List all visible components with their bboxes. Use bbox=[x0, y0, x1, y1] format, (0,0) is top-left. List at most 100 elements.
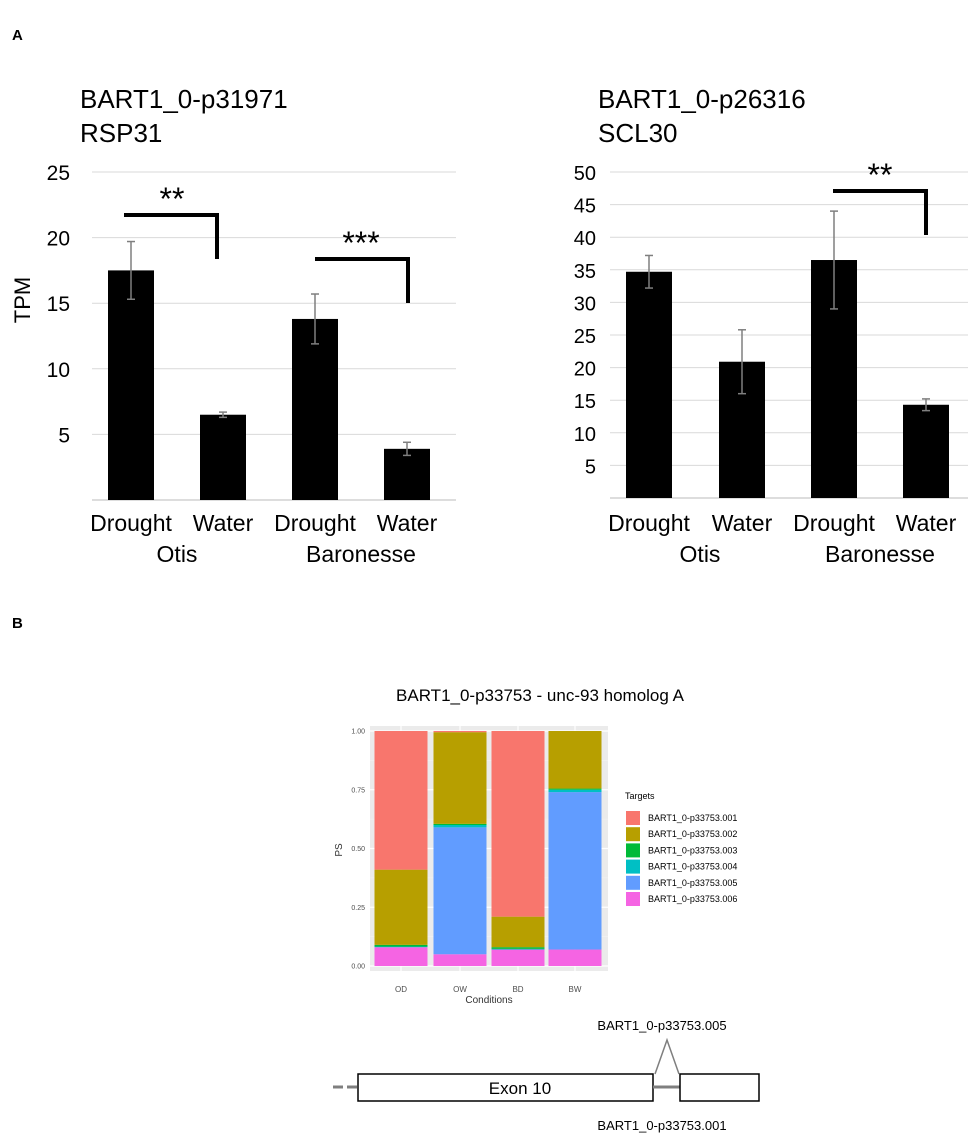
chart2-subtitle: SCL30 bbox=[598, 118, 678, 148]
chart2-title: BART1_0-p26316 bbox=[598, 84, 806, 114]
c3-legend-label: BART1_0-p33753.006 bbox=[648, 894, 737, 904]
c2-y-tick-label: 15 bbox=[574, 391, 596, 413]
c3-stack-segment bbox=[433, 954, 487, 966]
panel-label-a: A bbox=[12, 27, 23, 44]
c3-legend-swatch bbox=[626, 875, 640, 890]
c3-stack-segment bbox=[491, 947, 545, 949]
chart1-significance-label-2: *** bbox=[342, 225, 379, 261]
c3-stack-segment bbox=[433, 825, 487, 828]
c3-legend-swatch bbox=[626, 811, 640, 825]
c3-legend-swatch bbox=[626, 827, 640, 842]
gene-model-splice-junction bbox=[654, 1037, 680, 1075]
gene-model-exon-label: Exon 10 bbox=[489, 1079, 551, 1098]
chart1-significance-bracket-2 bbox=[315, 257, 410, 303]
c3-stack-segment bbox=[374, 731, 428, 870]
c3-legend-label: BART1_0-p33753.001 bbox=[648, 813, 737, 823]
c1-bar bbox=[200, 414, 246, 500]
chart1-ylabel: TPM bbox=[10, 277, 35, 323]
c3-x-category-label: BD bbox=[512, 985, 523, 994]
c1-y-tick-label: 5 bbox=[58, 424, 70, 447]
gene-model-next-exon bbox=[679, 1073, 760, 1102]
gene-model-bottom-label: BART1_0-p33753.001 bbox=[597, 1118, 726, 1133]
c3-legend-swatch bbox=[626, 843, 640, 858]
c2-y-tick-label: 25 bbox=[574, 326, 596, 348]
c1-y-tick-label: 20 bbox=[47, 228, 70, 251]
c2-x-category-label: Drought bbox=[793, 510, 875, 536]
chart2-significance-bracket-1 bbox=[833, 189, 928, 235]
c3-stack-segment bbox=[548, 731, 602, 789]
c1-x-category-label: Water bbox=[377, 510, 438, 536]
c3-stack-segment bbox=[548, 789, 602, 793]
c3-stack-segment bbox=[548, 788, 602, 790]
c2-x-category-label: Drought bbox=[608, 510, 690, 536]
c1-bar bbox=[292, 318, 338, 500]
c2-y-tick-label: 50 bbox=[574, 163, 596, 185]
c1-bar bbox=[108, 270, 154, 500]
chart2-significance-label-1: ** bbox=[868, 157, 893, 193]
c3-stack-segment bbox=[491, 731, 545, 917]
c3-y-tick-label: 0.00 bbox=[351, 964, 365, 971]
c2-x-category-label: Water bbox=[712, 510, 773, 536]
c1-y-tick-label: 15 bbox=[47, 293, 70, 316]
chart2-group-label-2: Baronesse bbox=[825, 541, 935, 567]
c2-y-tick-label: 30 bbox=[574, 293, 596, 315]
gene-model-exon-10 bbox=[357, 1073, 654, 1102]
c3-stack-segment bbox=[433, 731, 487, 733]
chart1-group-label-2: Baronesse bbox=[306, 541, 416, 567]
c2-y-tick-label: 35 bbox=[574, 261, 596, 283]
c3-legend-swatch bbox=[626, 859, 640, 874]
c2-y-tick-label: 20 bbox=[574, 359, 596, 381]
c2-y-tick-label: 5 bbox=[585, 456, 596, 478]
c3-legend-label: BART1_0-p33753.002 bbox=[648, 829, 737, 839]
chart3-ylabel: PS bbox=[334, 843, 345, 857]
c3-x-category-label: OD bbox=[395, 985, 407, 994]
c1-x-category-label: Drought bbox=[90, 510, 172, 536]
c3-stack-segment bbox=[491, 948, 545, 950]
panel-label-b: B bbox=[12, 615, 23, 632]
c3-stack-segment bbox=[374, 869, 428, 945]
chart3-legend-title: Targets bbox=[625, 791, 655, 801]
c2-bar bbox=[903, 404, 949, 498]
c2-y-tick-label: 45 bbox=[574, 196, 596, 218]
gene-model: Exon 10 BART1_0-p33753.005 BART1_0-p3375… bbox=[333, 1018, 760, 1133]
c3-legend-label: BART1_0-p33753.003 bbox=[648, 845, 737, 855]
c3-legend-label: BART1_0-p33753.005 bbox=[648, 878, 737, 888]
chart1-title: BART1_0-p31971 bbox=[80, 84, 288, 114]
chart1-subtitle: RSP31 bbox=[80, 118, 162, 148]
chart-rsp31: BART1_0-p31971 RSP31 TPM 5 10 15 20 25 ** **… bbox=[10, 84, 456, 567]
c3-stack-segment bbox=[433, 732, 487, 824]
c1-x-category-label: Water bbox=[193, 510, 254, 536]
c1-bar bbox=[384, 448, 430, 500]
chart3-xlabel: Conditions bbox=[465, 995, 512, 1006]
c3-y-tick-label: 0.50 bbox=[351, 846, 365, 853]
c3-legend-label: BART1_0-p33753.004 bbox=[648, 862, 737, 872]
c3-stack-segment bbox=[433, 823, 487, 825]
c1-x-category-label: Drought bbox=[274, 510, 356, 536]
c3-stack-segment bbox=[491, 949, 545, 966]
c3-stack-segment bbox=[374, 947, 428, 966]
c3-x-category-label: OW bbox=[453, 985, 467, 994]
c2-bar bbox=[626, 271, 672, 498]
c3-stack-segment bbox=[374, 944, 428, 947]
chart2-group-label-1: Otis bbox=[680, 541, 721, 567]
c2-x-category-label: Water bbox=[896, 510, 957, 536]
chart1-group-label-1: Otis bbox=[157, 541, 198, 567]
c3-stack-segment bbox=[491, 916, 545, 948]
c2-y-tick-label: 40 bbox=[574, 228, 596, 250]
c1-y-tick-label: 10 bbox=[47, 359, 70, 382]
c3-y-tick-label: 0.25 bbox=[351, 905, 365, 912]
c3-y-tick-label: 0.75 bbox=[351, 787, 365, 794]
chart1-significance-bracket-1 bbox=[124, 213, 219, 259]
c3-stack-segment bbox=[548, 792, 602, 950]
c3-stack-segment bbox=[433, 827, 487, 955]
chart-scl30: BART1_0-p26316 SCL30 5 10 15 20 25 30 35 40 45 50… bbox=[574, 84, 968, 567]
c1-y-tick-label: 25 bbox=[47, 162, 70, 185]
c3-y-tick-label: 1.00 bbox=[351, 729, 365, 736]
gene-model-top-label: BART1_0-p33753.005 bbox=[597, 1018, 726, 1033]
chart1-significance-label-1: ** bbox=[160, 181, 185, 217]
c3-stack-segment bbox=[374, 946, 428, 948]
c2-y-tick-label: 10 bbox=[574, 424, 596, 446]
chart3-title: BART1_0-p33753 - unc-93 homolog A bbox=[396, 686, 685, 705]
c3-legend-swatch bbox=[626, 892, 640, 906]
